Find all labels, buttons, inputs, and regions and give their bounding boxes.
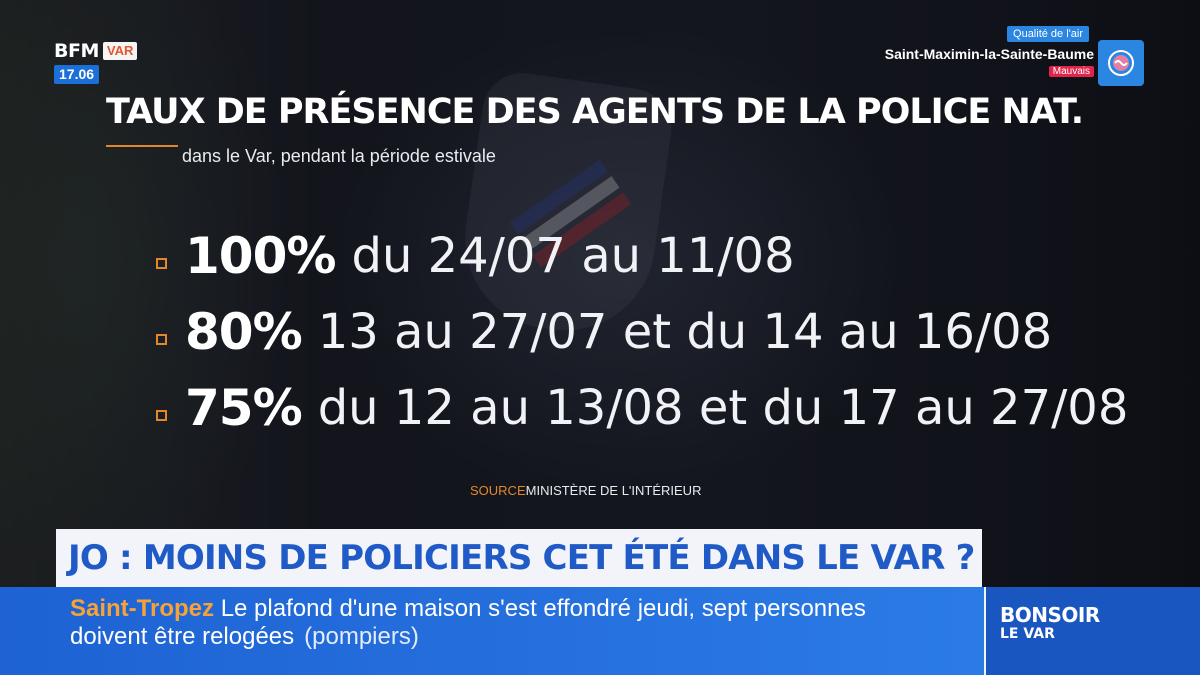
graphic-title: TAUX DE PRÉSENCE DES AGENTS DE LA POLICE… xyxy=(106,92,1084,132)
logo-region: VAR xyxy=(102,42,138,60)
source-key: SOURCE xyxy=(470,483,526,498)
headline-text: JO : MOINS DE POLICIERS CET ÉTÉ DANS LE … xyxy=(68,538,975,578)
graphic-subtitle: dans le Var, pendant la période estivale xyxy=(182,146,496,166)
program-subtitle: LE VAR xyxy=(1000,626,1055,642)
title-underline xyxy=(106,145,178,147)
rate-percent: 100% xyxy=(185,227,336,285)
rate-period: 13 au 27/07 et du 14 au 16/08 xyxy=(317,304,1053,360)
list-item: 75% du 12 au 13/08 et du 17 au 27/08 xyxy=(156,370,1128,446)
ticker-text-1: Le plafond d'une maison s'est effondré j… xyxy=(220,595,866,622)
air-quality-label: Qualité de l'air xyxy=(1007,26,1089,42)
presence-rate-list: 100% du 24/07 au 11/08 80% 13 au 27/07 e… xyxy=(156,218,1128,446)
rate-percent: 75% xyxy=(185,379,303,437)
square-bullet-icon xyxy=(156,409,167,421)
air-quality-icon xyxy=(1098,40,1144,86)
program-name: BONSOIR xyxy=(1000,603,1100,627)
ticker-text-2: doivent être relogées xyxy=(70,623,295,650)
headline-band: JO : MOINS DE POLICIERS CET ÉTÉ DANS LE … xyxy=(56,529,982,587)
rate-percent: 80% xyxy=(185,303,303,361)
logo-brand: BFM xyxy=(54,40,99,62)
square-bullet-icon xyxy=(156,257,167,269)
ticker-source: (pompiers) xyxy=(304,623,419,650)
clock-time: 17.06 xyxy=(54,65,100,84)
rate-period: du 24/07 au 11/08 xyxy=(351,228,795,284)
ticker-line-2: doivent être relogées (pompiers) xyxy=(70,623,419,651)
program-badge: BONSOIR LE VAR xyxy=(984,587,1200,675)
list-item: 80% 13 au 27/07 et du 14 au 16/08 xyxy=(156,294,1128,370)
source-credit: SOURCEMINISTÈRE DE L'INTÉRIEUR xyxy=(470,483,701,498)
square-bullet-icon xyxy=(156,333,167,345)
list-item: 100% du 24/07 au 11/08 xyxy=(156,218,1128,294)
channel-logo: BFM VAR 17.06 xyxy=(54,40,138,84)
air-quality-city: Saint-Maximin-la-Sainte-Baume xyxy=(884,46,1094,62)
air-quality-status: Mauvais xyxy=(1048,66,1094,77)
news-ticker: Saint-Tropez Le plafond d'une maison s'e… xyxy=(0,587,984,675)
ticker-line-1: Saint-Tropez Le plafond d'une maison s'e… xyxy=(70,595,866,623)
source-value: MINISTÈRE DE L'INTÉRIEUR xyxy=(525,483,702,498)
ticker-place: Saint-Tropez xyxy=(70,595,215,622)
rate-period: du 12 au 13/08 et du 17 au 27/08 xyxy=(317,380,1129,436)
